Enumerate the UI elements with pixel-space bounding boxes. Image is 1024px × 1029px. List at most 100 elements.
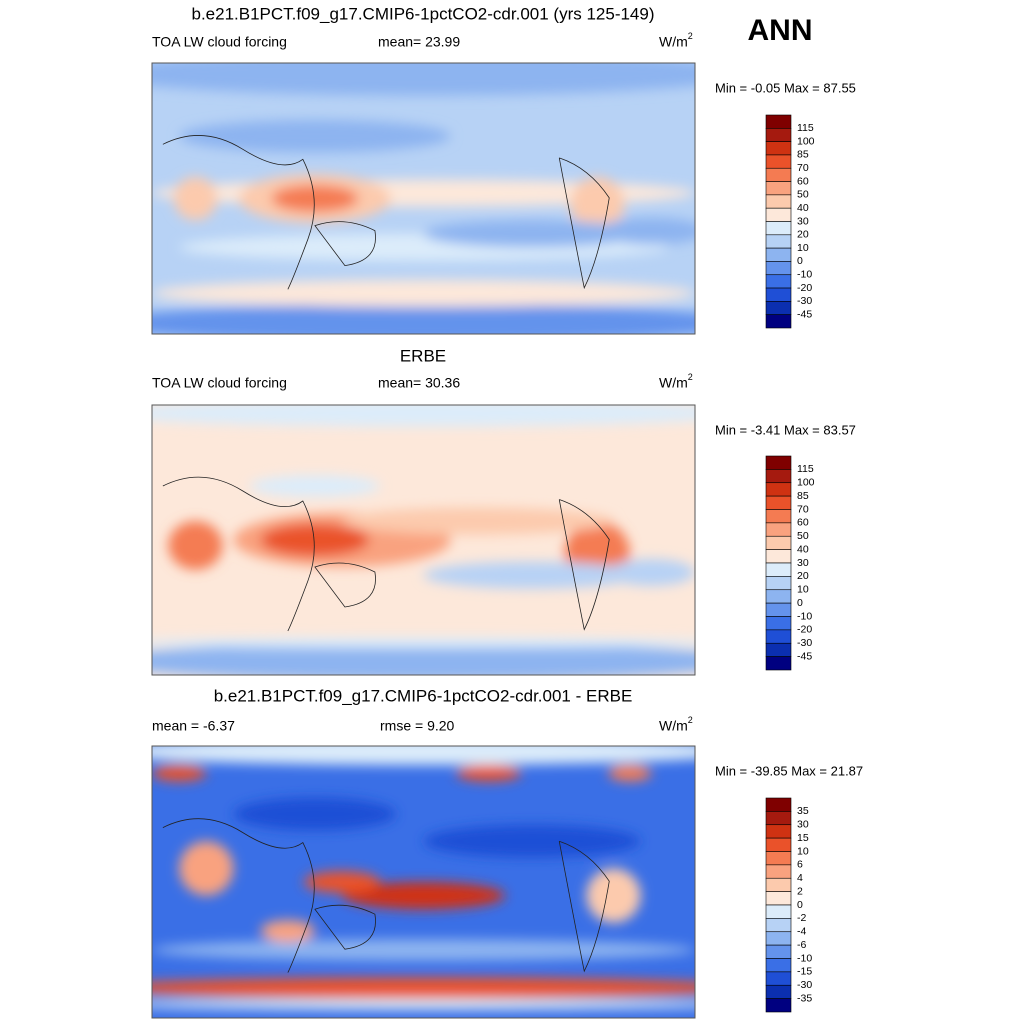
colorbar-box [765, 877, 792, 892]
colorbar-label: -20 [797, 624, 812, 636]
map-field [152, 998, 695, 1010]
colorbar-box [765, 642, 792, 657]
colorbar-label: 50 [797, 530, 809, 542]
colorbar-label: -10 [797, 269, 812, 281]
colorbar-box [765, 837, 792, 852]
map-field [152, 977, 695, 999]
map-field [260, 920, 315, 942]
colorbar-box [765, 998, 792, 1013]
colorbar-box [765, 824, 792, 839]
colorbar-box [765, 181, 792, 196]
map-field [260, 523, 370, 557]
colorbar-label: -45 [797, 308, 812, 320]
panel-title: b.e21.B1PCT.f09_g17.CMIP6-1pctCO2-cdr.00… [214, 686, 633, 705]
map-field [168, 521, 223, 570]
units-label: W/m2 [659, 715, 693, 733]
colorbar-box [765, 274, 792, 289]
colorbar-box [765, 944, 792, 959]
map [152, 63, 695, 334]
map-field [570, 176, 625, 232]
min-max-label: Min = -0.05 Max = 87.55 [715, 80, 856, 95]
colorbar-label: 30 [797, 215, 809, 227]
colorbar-box [765, 984, 792, 999]
colorbar-box [765, 207, 792, 222]
colorbar-label: 15 [797, 832, 809, 844]
map-field [152, 939, 695, 961]
colorbar-box [765, 141, 792, 156]
map-field [173, 176, 218, 221]
map-field [152, 637, 695, 648]
units-superscript: 2 [688, 31, 693, 41]
panel-left-label: mean = -6.37 [152, 718, 235, 734]
map [152, 746, 695, 1018]
colorbar-box [765, 797, 792, 812]
map-field [152, 279, 695, 307]
map-field [152, 405, 695, 427]
colorbar-box [765, 221, 792, 236]
map-field [608, 765, 652, 782]
colorbar-label: -10 [797, 610, 812, 622]
panel-center-label: mean= 30.36 [378, 375, 460, 391]
colorbar-label: 2 [797, 885, 803, 897]
map-field [342, 507, 614, 535]
colorbar-label: -30 [797, 295, 812, 307]
colorbar-box [765, 194, 792, 209]
map-fields [152, 63, 695, 334]
colorbar-box [765, 247, 792, 262]
colorbar-label: 115 [797, 463, 814, 475]
colorbar-box [765, 891, 792, 906]
map-field [152, 746, 695, 766]
map-field [179, 841, 234, 896]
coastline [162, 818, 610, 973]
colorbar-box [765, 495, 792, 510]
season-label: ANN [748, 14, 813, 47]
panel-title: ERBE [400, 346, 446, 365]
map-fields [152, 405, 695, 675]
colorbar-box [765, 589, 792, 604]
colorbar-label: 10 [797, 845, 809, 857]
colorbar-box [765, 114, 792, 129]
map-field [179, 119, 451, 153]
colorbar-box [765, 904, 792, 919]
colorbar-box [765, 314, 792, 329]
colorbar-box [765, 918, 792, 933]
colorbar-label: -30 [797, 637, 812, 649]
coastline [162, 476, 610, 632]
panel-left-label: TOA LW cloud forcing [152, 34, 287, 50]
colorbar-box [765, 616, 792, 631]
colorbar-label: 10 [797, 584, 809, 596]
colorbar-box [765, 234, 792, 249]
colorbar-label: 35 [797, 805, 809, 817]
colorbar-label: -15 [797, 966, 812, 978]
colorbar-label: 40 [797, 543, 809, 555]
map-field [152, 765, 207, 782]
map-field [597, 217, 695, 245]
min-max-label: Min = -3.41 Max = 83.57 [715, 422, 856, 437]
colorbar-label: 6 [797, 859, 803, 871]
panel-left-label: TOA LW cloud forcing [152, 375, 287, 391]
map [152, 405, 695, 675]
colorbar-label: 20 [797, 229, 809, 241]
units-superscript: 2 [688, 372, 693, 382]
colorbar-label: -30 [797, 979, 812, 991]
colorbar-label: 85 [797, 149, 809, 161]
colorbar-label: -35 [797, 992, 812, 1004]
colorbar-box [765, 469, 792, 484]
colorbar-label: 30 [797, 819, 809, 831]
map-frame [151, 62, 696, 335]
map-fields [152, 746, 695, 1010]
colorbar-label: 30 [797, 557, 809, 569]
colorbar-box [765, 549, 792, 564]
colorbar-label: 70 [797, 162, 809, 174]
map-field [152, 642, 695, 675]
colorbar-label: -45 [797, 650, 812, 662]
colorbar-box [765, 261, 792, 276]
min-max-label: Min = -39.85 Max = 21.87 [715, 763, 863, 778]
colorbar-box [765, 522, 792, 537]
panel-center-label: rmse = 9.20 [380, 718, 455, 734]
map-field [304, 871, 381, 893]
coastline [162, 135, 610, 290]
map-frame [151, 404, 696, 676]
colorbar-box [765, 562, 792, 577]
